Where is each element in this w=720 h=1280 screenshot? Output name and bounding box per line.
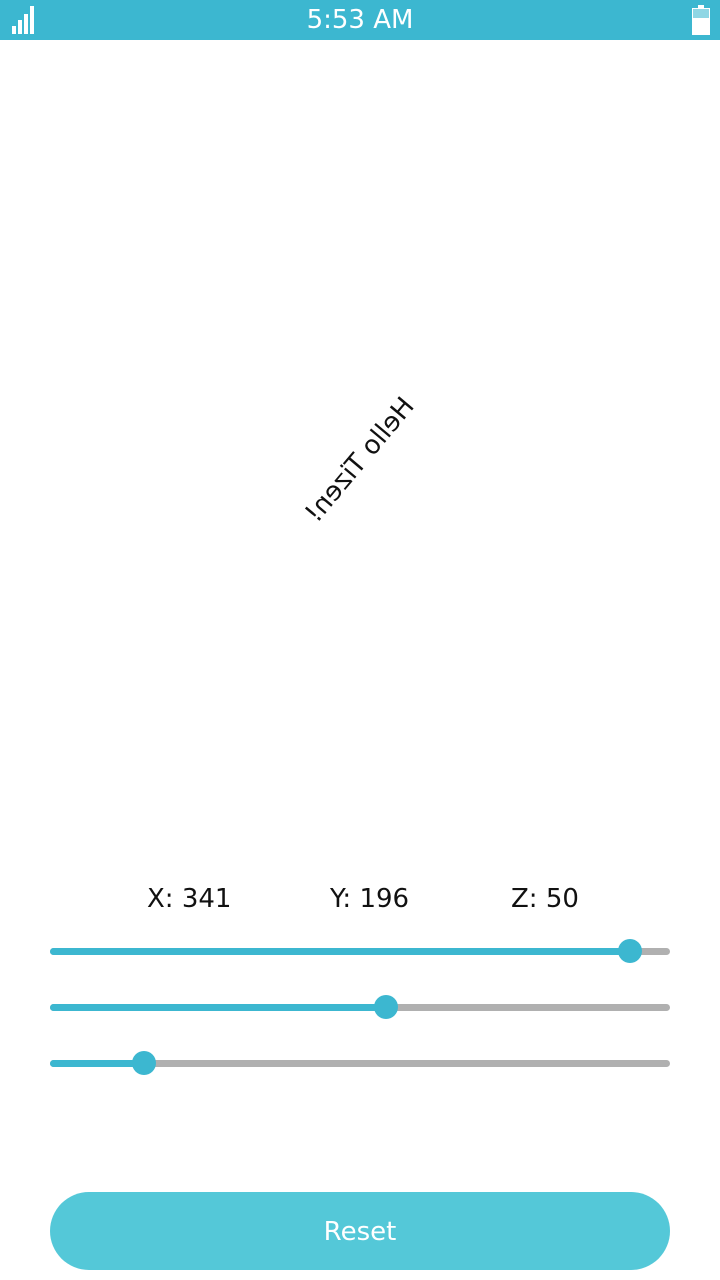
x-coordinate-label: X: 341 bbox=[147, 884, 232, 914]
battery-icon bbox=[692, 5, 710, 35]
reset-button[interactable]: Reset bbox=[50, 1192, 670, 1270]
slider-knob[interactable] bbox=[618, 939, 642, 963]
status-clock: 5:53 AM bbox=[306, 5, 414, 35]
x-slider[interactable] bbox=[50, 931, 670, 971]
slider-knob[interactable] bbox=[132, 1051, 156, 1075]
signal-strength-icon bbox=[12, 6, 36, 34]
z-slider[interactable] bbox=[50, 1043, 670, 1083]
y-slider[interactable] bbox=[50, 987, 670, 1027]
slider-knob[interactable] bbox=[374, 995, 398, 1019]
rotated-hello-text: Hello Tizen! bbox=[299, 391, 421, 529]
slider-fill bbox=[50, 1060, 144, 1067]
slider-fill bbox=[50, 948, 630, 955]
slider-fill bbox=[50, 1004, 386, 1011]
y-coordinate-label: Y: 196 bbox=[330, 884, 410, 914]
slider-track bbox=[50, 1060, 670, 1067]
z-coordinate-label: Z: 50 bbox=[511, 884, 579, 914]
status-bar: 5:53 AM bbox=[0, 0, 720, 40]
